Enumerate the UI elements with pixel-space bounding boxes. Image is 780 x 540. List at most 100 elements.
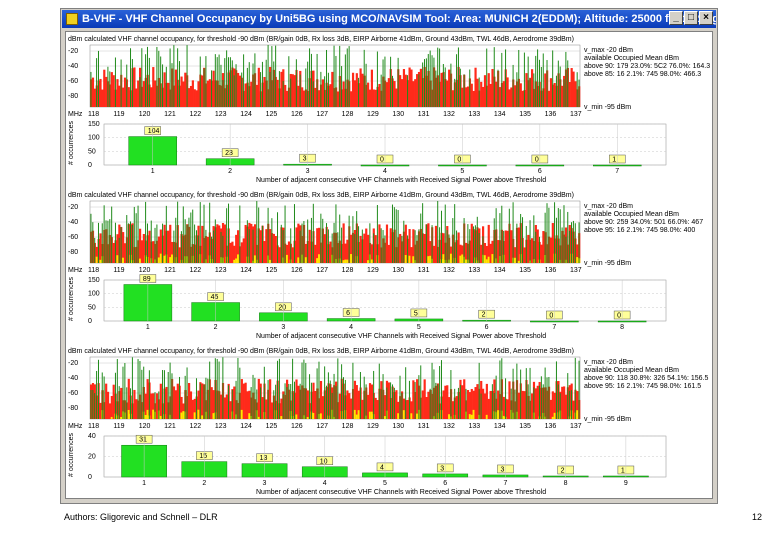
weak-bar bbox=[197, 409, 200, 419]
occupied-bar bbox=[363, 233, 366, 263]
occupied-bar bbox=[229, 401, 232, 419]
occupied-bar bbox=[368, 89, 372, 107]
mhz-label: MHz bbox=[68, 423, 83, 430]
weak-bar bbox=[240, 409, 243, 419]
mhz-tick: 120 bbox=[139, 423, 151, 430]
histogram-ytick: 150 bbox=[88, 121, 100, 128]
occupied-bar bbox=[549, 399, 553, 419]
weak-bar bbox=[312, 412, 315, 419]
occupied-bar bbox=[257, 378, 260, 419]
histogram-frame bbox=[103, 279, 667, 322]
occupied-bar bbox=[103, 69, 106, 107]
occupied-bar bbox=[201, 383, 204, 419]
occupied-bar bbox=[139, 228, 142, 263]
occupied-bar bbox=[461, 245, 464, 263]
occupied-bar bbox=[212, 390, 215, 419]
occupied-bar bbox=[472, 390, 475, 419]
occupied-bar bbox=[517, 227, 520, 263]
maximize-button[interactable]: □ bbox=[684, 11, 698, 25]
occupied-bar bbox=[489, 243, 492, 263]
mhz-tick: 119 bbox=[113, 111, 124, 118]
occupied-bar bbox=[127, 378, 130, 419]
occupied-bar bbox=[544, 73, 547, 107]
occupied-bar bbox=[549, 237, 553, 263]
weak-bar bbox=[159, 415, 162, 419]
occupied-bar bbox=[485, 245, 488, 263]
occupied-bar bbox=[370, 69, 373, 107]
occupied-bar bbox=[485, 383, 488, 419]
occupied-bar bbox=[404, 74, 407, 107]
spectrum-ytick: -60 bbox=[68, 78, 78, 85]
mhz-tick: 121 bbox=[164, 423, 176, 430]
occupied-bar bbox=[159, 229, 162, 263]
weak-bar bbox=[487, 256, 490, 263]
occupied-bar bbox=[188, 383, 191, 419]
occupied-bar bbox=[466, 86, 470, 107]
spectrum-ytick: -60 bbox=[68, 234, 78, 241]
occupied-bar bbox=[220, 394, 223, 419]
occupied-bar bbox=[152, 241, 155, 263]
legend-line: available Occupied Mean dBm bbox=[584, 211, 679, 218]
category-tick: 8 bbox=[620, 324, 624, 331]
minimize-button[interactable]: _ bbox=[669, 11, 683, 25]
mhz-tick: 132 bbox=[443, 423, 455, 430]
weak-bar bbox=[171, 254, 174, 263]
close-button[interactable]: × bbox=[699, 11, 713, 25]
mhz-tick: 122 bbox=[189, 423, 201, 430]
occupied-bar bbox=[112, 75, 115, 107]
bar-value-label: 2 bbox=[482, 312, 486, 319]
occupied-bar bbox=[242, 383, 245, 419]
occupied-bar bbox=[348, 393, 351, 419]
weak-bar bbox=[257, 416, 260, 419]
occupied-bar bbox=[188, 88, 191, 107]
occupied-bar bbox=[346, 390, 349, 419]
occupied-bar bbox=[495, 81, 498, 107]
panel-2: dBm calculated VHF channel occupancy, fo… bbox=[68, 192, 703, 340]
vmin-label: v_min -95 dBm bbox=[584, 416, 631, 423]
occupied-bar bbox=[123, 77, 127, 107]
occupied-bar bbox=[178, 247, 181, 263]
occupied-bar bbox=[429, 241, 432, 263]
weak-bar bbox=[233, 259, 236, 263]
occupied-bar bbox=[263, 241, 266, 263]
occupied-bar bbox=[280, 398, 283, 419]
weak-bar bbox=[346, 259, 349, 263]
occupied-bar bbox=[329, 84, 332, 107]
category-tick: 2 bbox=[228, 168, 232, 175]
occupied-bar bbox=[237, 72, 240, 107]
weak-bar bbox=[491, 254, 494, 263]
occupied-bar bbox=[514, 85, 517, 107]
weak-bar bbox=[412, 256, 415, 263]
weak-bar bbox=[286, 254, 289, 263]
occupied-bar bbox=[355, 385, 358, 419]
histogram-bar bbox=[593, 164, 642, 167]
occupied-bar bbox=[284, 84, 287, 107]
weak-bar bbox=[120, 416, 123, 419]
occupied-bar bbox=[393, 81, 396, 107]
weak-bar bbox=[517, 260, 520, 263]
occupied-bar bbox=[419, 68, 422, 107]
occupied-bar bbox=[295, 227, 298, 263]
weak-bar bbox=[427, 256, 430, 263]
occupied-bar bbox=[118, 85, 121, 107]
weak-bar bbox=[139, 258, 142, 263]
weak-bar bbox=[212, 413, 215, 419]
occupied-bar bbox=[465, 242, 468, 263]
bar-value-label: 45 bbox=[211, 294, 219, 301]
occupied-bar bbox=[508, 89, 511, 107]
mhz-tick: 124 bbox=[240, 267, 252, 274]
mhz-tick: 128 bbox=[342, 423, 354, 430]
mhz-tick: 136 bbox=[545, 111, 557, 118]
weak-bar bbox=[350, 254, 353, 263]
occupied-bar bbox=[491, 240, 494, 263]
occupied-bar bbox=[483, 393, 487, 419]
weak-bar bbox=[416, 413, 419, 419]
weak-bar bbox=[461, 254, 464, 263]
occupied-bar bbox=[112, 242, 115, 263]
window-titlebar[interactable]: B-VHF - VHF Channel Occupancy by Uni5BG … bbox=[62, 10, 716, 28]
mhz-tick: 131 bbox=[418, 111, 430, 118]
weak-bar bbox=[397, 413, 400, 419]
occupied-bar bbox=[278, 247, 281, 263]
occupied-bar bbox=[531, 393, 534, 419]
occupied-bar bbox=[527, 234, 530, 263]
